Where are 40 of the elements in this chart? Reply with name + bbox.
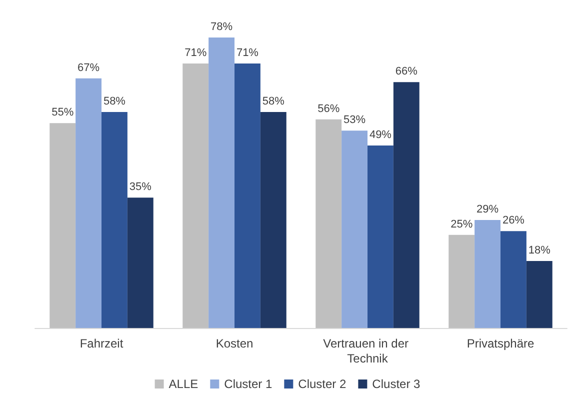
legend-label: Cluster 2 bbox=[298, 377, 347, 391]
x-tick-label: Vertrauen in der Technik bbox=[323, 336, 412, 366]
data-label: 29% bbox=[476, 203, 499, 216]
bar bbox=[316, 119, 342, 328]
data-label: 71% bbox=[236, 47, 259, 60]
data-label: 66% bbox=[395, 66, 418, 78]
bar bbox=[448, 234, 475, 328]
data-label: 26% bbox=[502, 214, 525, 227]
bar bbox=[50, 123, 76, 328]
data-label: 55% bbox=[52, 106, 74, 119]
legend-label: Cluster 1 bbox=[224, 377, 272, 391]
data-label: 53% bbox=[344, 114, 366, 126]
data-label: 56% bbox=[318, 102, 340, 115]
bar bbox=[393, 82, 420, 328]
legend-label: ALLE bbox=[168, 377, 198, 391]
bar bbox=[76, 78, 102, 328]
bar bbox=[260, 112, 286, 328]
bar bbox=[102, 112, 128, 328]
x-tick-label: Privatsphäre bbox=[466, 336, 535, 350]
data-label: 71% bbox=[184, 47, 207, 60]
x-tick-label: Fahrzeit bbox=[80, 336, 124, 350]
bar bbox=[342, 130, 368, 328]
bar bbox=[368, 145, 394, 328]
data-label: 58% bbox=[262, 95, 285, 108]
bar bbox=[474, 220, 500, 328]
bar bbox=[182, 64, 209, 328]
data-label: 58% bbox=[103, 95, 126, 108]
data-label: 25% bbox=[450, 218, 473, 230]
data-label: 18% bbox=[528, 244, 551, 256]
bar bbox=[127, 198, 154, 328]
data-label: 78% bbox=[210, 20, 233, 33]
data-label: 49% bbox=[369, 128, 392, 141]
bar bbox=[208, 37, 234, 328]
bar bbox=[500, 231, 526, 328]
data-label: 67% bbox=[78, 62, 100, 74]
bar bbox=[234, 64, 260, 328]
bar bbox=[526, 260, 552, 328]
legend-label: Cluster 3 bbox=[372, 377, 421, 391]
data-label: 35% bbox=[129, 181, 152, 194]
x-tick-label: Kosten bbox=[216, 336, 254, 350]
